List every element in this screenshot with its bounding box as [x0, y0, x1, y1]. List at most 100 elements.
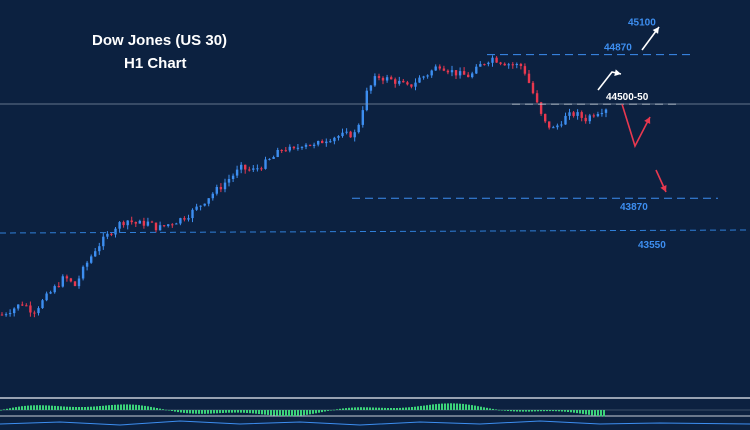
candle-body [544, 113, 547, 122]
candle-body [187, 218, 190, 220]
oscillator-bar [60, 406, 62, 410]
candle-body [471, 73, 474, 78]
candle-body [414, 82, 417, 87]
oscillator-bar [474, 405, 476, 410]
oscillator-bar [408, 407, 410, 410]
candle-body [106, 233, 109, 237]
oscillator-bar [342, 408, 344, 410]
oscillator-bar [603, 410, 605, 417]
candle-body [507, 64, 510, 66]
candle-body [381, 77, 385, 81]
candle-body [53, 286, 56, 293]
oscillator-bar [570, 410, 572, 413]
candle-body [321, 141, 324, 144]
candle-body [556, 125, 559, 128]
oscillator-bar [45, 405, 47, 410]
candle-body [426, 75, 429, 77]
oscillator-bar [147, 406, 149, 410]
oscillator-bar [249, 410, 251, 414]
candle-body [179, 218, 182, 224]
level-45100-label: 45100 [628, 18, 656, 29]
level-44500-50-label: 44500-50 [606, 92, 649, 103]
oscillator-bar [402, 407, 404, 410]
oscillator-bar [303, 410, 305, 416]
candle-body [337, 136, 340, 138]
candle-body [25, 305, 28, 307]
oscillator-bar [447, 403, 449, 410]
oscillator-bar [429, 404, 431, 410]
level-44870-label: 44870 [604, 43, 632, 54]
candle-body [154, 222, 158, 231]
oscillator-bar [426, 405, 428, 410]
candle-body [572, 112, 575, 116]
candle-body [458, 71, 462, 76]
candle-body [33, 312, 36, 314]
oscillator-bar [591, 410, 593, 416]
oscillator-bar [360, 407, 362, 410]
oscillator-bar [462, 403, 464, 410]
oscillator-bar [579, 410, 581, 414]
candle-body [487, 62, 490, 65]
candle-body [13, 308, 16, 314]
chart-title: Dow Jones (US 30) [92, 32, 227, 49]
oscillator-bar [84, 407, 86, 410]
oscillator-bar [156, 408, 158, 410]
oscillator-bar [414, 406, 416, 410]
oscillator-bar [183, 410, 185, 413]
oscillator-bar [162, 409, 164, 410]
candle-body [341, 132, 344, 137]
candle-body [361, 110, 364, 125]
oscillator-bar [135, 404, 137, 410]
chart-subtitle: H1 Chart [124, 55, 187, 72]
candle-body [98, 246, 101, 252]
candle-body [588, 115, 591, 122]
oscillator-bar [297, 410, 299, 416]
oscillator-bar [318, 410, 320, 413]
candle-body [527, 73, 531, 83]
candle-body [475, 66, 478, 74]
candle-body [227, 179, 231, 183]
candle-body [219, 187, 223, 190]
candle-body [511, 64, 514, 66]
oscillator-bar [117, 404, 119, 410]
oscillator-bar [120, 404, 122, 410]
oscillator-bar [129, 404, 131, 410]
oscillator-bar [111, 405, 113, 410]
oscillator-bar [87, 406, 89, 410]
candle-body [394, 79, 397, 84]
candle-body [483, 64, 486, 66]
candle-body [600, 113, 604, 115]
candle-body [288, 146, 291, 151]
oscillator-bar [222, 410, 224, 413]
oscillator-bar [510, 410, 512, 412]
candle-body [462, 71, 466, 75]
oscillator-bar [102, 405, 104, 410]
candles-layer [0, 55, 608, 318]
oscillator-bar [12, 407, 14, 410]
oscillator-bar [399, 407, 401, 410]
oscillator-bar [522, 410, 524, 412]
candle-body [138, 220, 141, 224]
candle-body [130, 220, 133, 223]
oscillator-bar [204, 410, 206, 414]
oscillator-bar [453, 403, 455, 410]
candle-body [248, 169, 251, 171]
oscillator-bar [24, 405, 26, 410]
oscillator-bar [39, 405, 41, 410]
candle-body [171, 224, 174, 226]
candle-body [203, 203, 206, 206]
candle-body [94, 251, 97, 257]
oscillator-bar [57, 406, 59, 410]
oscillator-bar [207, 410, 209, 414]
oscillator-bar [345, 408, 347, 410]
oscillator-bar [558, 410, 560, 412]
candle-body [183, 218, 186, 220]
oscillator-bar [273, 410, 275, 416]
oscillator-bar [27, 405, 29, 410]
candle-body [118, 222, 121, 229]
oscillator-bar [501, 410, 503, 411]
oscillator-bar [285, 410, 287, 417]
oscillator-bar [0, 410, 2, 411]
oscillator-bar [585, 410, 587, 415]
